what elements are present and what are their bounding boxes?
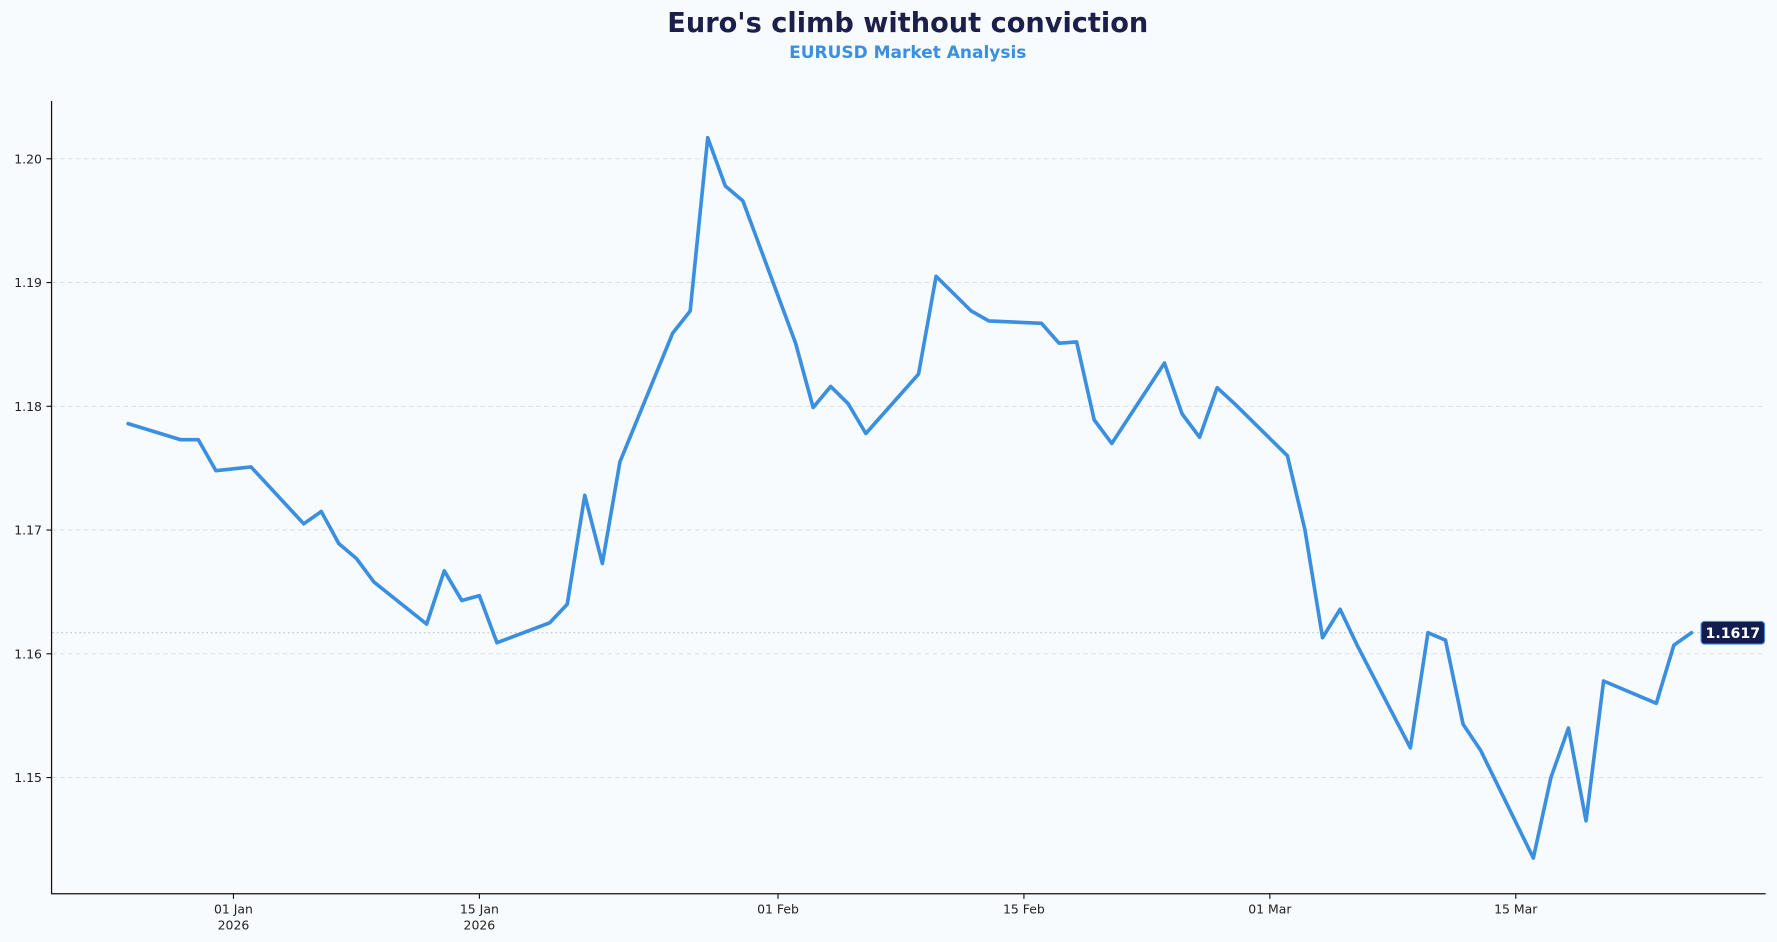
x-tick-label: 15 Mar xyxy=(1494,902,1538,917)
last-value-badge-text: 1.1617 xyxy=(1705,626,1760,642)
x-tick-label: 01 Mar xyxy=(1248,902,1292,917)
y-tick-label: 1.16 xyxy=(14,646,42,661)
y-tick-label: 1.15 xyxy=(14,770,42,785)
x-tick-label: 01 Jan xyxy=(214,902,253,917)
chart-subtitle: EURUSD Market Analysis xyxy=(789,43,1026,63)
y-axis-ticks: 1.15 1.16 1.17 1.18 1.19 1.20 xyxy=(14,151,52,785)
last-value-badge-box xyxy=(1700,620,1766,645)
x-tick-year-label: 2026 xyxy=(218,917,250,932)
y-tick-label: 1.18 xyxy=(14,399,42,414)
y-tick-label: 1.20 xyxy=(14,151,42,166)
y-tick-label: 1.17 xyxy=(14,523,42,538)
x-tick-label: 01 Feb xyxy=(757,902,799,917)
last-value-badge: 1.1617 xyxy=(1700,620,1766,645)
chart-title: Euro's climb without conviction xyxy=(667,8,1148,39)
x-tick-label: 15 Feb xyxy=(1003,902,1045,917)
x-tick-label: 15 Jan xyxy=(460,902,499,917)
eurusd-price-line xyxy=(126,135,1694,860)
gridlines xyxy=(52,158,1766,779)
y-tick-label: 1.19 xyxy=(14,275,42,290)
x-tick-year-label: 2026 xyxy=(464,917,496,932)
